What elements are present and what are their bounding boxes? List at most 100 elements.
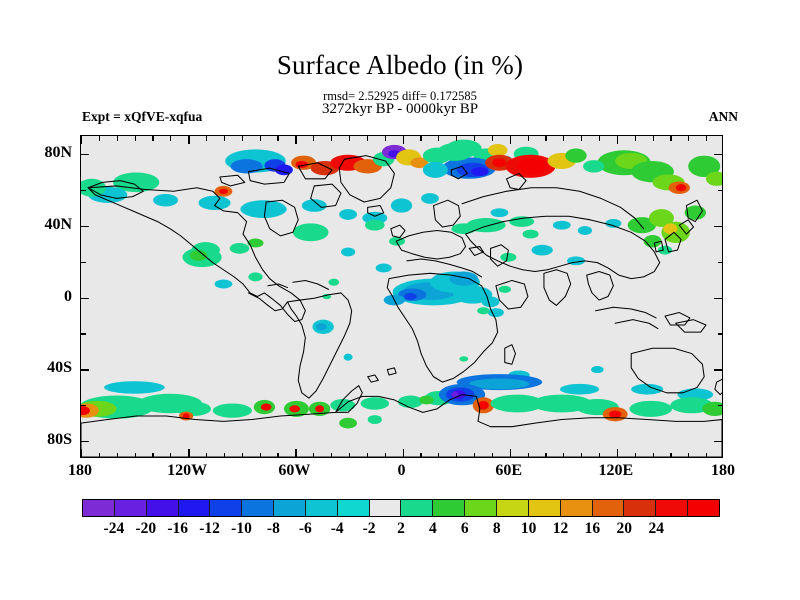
colorbar-segment (337, 500, 370, 516)
axis-tick (598, 136, 601, 141)
axis-tick (563, 136, 565, 141)
x-axis-label: 120W (167, 462, 208, 479)
colorbar-segment (210, 500, 243, 516)
axis-tick (259, 452, 261, 457)
axis-tick (670, 452, 672, 457)
colorbar-segment (146, 500, 179, 516)
axis-tick (634, 136, 636, 141)
x-axis-label: 0 (397, 462, 406, 479)
axis-tick (241, 452, 243, 457)
axis-tick (81, 369, 89, 371)
x-axis-label: 180 (68, 462, 92, 479)
colorbar-tick-label: 12 (552, 520, 569, 537)
colorbar-segment (83, 500, 115, 516)
colorbar-segment (401, 500, 434, 516)
axis-tick (652, 452, 654, 457)
y-axis-label: 80N (44, 143, 72, 161)
colorbar-tick-label: -8 (266, 520, 280, 537)
colorbar-segment (592, 500, 625, 516)
experiment-label: Expt = xQfVE-xqfua (82, 109, 203, 124)
colorbar-tick-label: -10 (231, 520, 252, 537)
axis-tick (717, 189, 722, 192)
colorbar-tick-label: 6 (460, 520, 469, 537)
axis-tick (277, 136, 279, 141)
axis-tick (714, 225, 722, 228)
colorbar-segments (82, 499, 720, 517)
axis-tick (717, 333, 722, 335)
colorbar-segment (305, 500, 338, 516)
axis-tick (81, 333, 86, 335)
axis-tick (98, 136, 101, 141)
axis-tick (81, 405, 86, 407)
axis-tick (348, 136, 351, 141)
colorbar-tick-label: -20 (135, 520, 157, 537)
axis-tick (688, 136, 690, 141)
axis-tick (116, 136, 118, 141)
axis-tick (473, 136, 476, 141)
colorbar-tick-label: 20 (616, 520, 633, 537)
y-axis-label: 80S (47, 431, 72, 449)
colorbar-segment (656, 500, 689, 516)
axis-tick (81, 153, 89, 156)
axis-tick (598, 452, 601, 457)
axis-tick (81, 261, 86, 263)
map-plot-area (80, 135, 723, 458)
axis-tick (509, 449, 512, 457)
axis-tick (152, 452, 154, 457)
colorbar-tick-label: 10 (520, 520, 537, 537)
axis-tick (706, 452, 708, 457)
colorbar-segment (560, 500, 593, 516)
axis-tick (295, 136, 297, 144)
axis-tick (366, 136, 368, 141)
colorbar-tick-label: -12 (199, 520, 220, 537)
axis-tick (188, 449, 190, 457)
axis-tick (670, 136, 672, 141)
colorbar-tick-label: 8 (492, 520, 501, 537)
axis-tick (366, 452, 368, 457)
axis-tick (384, 136, 386, 141)
world-map-svg (81, 136, 722, 457)
colorbar-segment (242, 500, 275, 516)
axis-tick (527, 452, 529, 457)
axis-tick (563, 452, 565, 457)
page-title: Surface Albedo (in %) (276, 50, 524, 80)
axis-tick (714, 297, 722, 299)
axis-tick (581, 452, 583, 457)
colorbar-tick-label: -16 (167, 520, 189, 537)
axis-tick (81, 189, 86, 192)
axis-tick (616, 449, 619, 457)
colorbar-segment (528, 500, 561, 516)
axis-tick (81, 225, 89, 228)
axis-tick (438, 136, 440, 141)
axis-tick (688, 452, 690, 457)
axis-tick (717, 261, 722, 263)
season-label: ANN (708, 109, 738, 124)
axis-tick (652, 136, 654, 141)
axis-tick (402, 449, 404, 457)
colorbar-segment (178, 500, 211, 516)
colorbar-tick-label: 4 (429, 520, 437, 537)
axis-tick (402, 136, 404, 144)
axis-tick (206, 136, 208, 141)
axis-tick (456, 452, 458, 457)
axis-tick (331, 452, 333, 457)
axis-tick (527, 136, 529, 141)
axis-tick (331, 136, 333, 141)
axis-tick (241, 136, 243, 141)
axis-tick (491, 452, 493, 457)
axis-tick (438, 452, 440, 457)
axis-tick (581, 136, 583, 141)
axis-tick (116, 452, 118, 457)
axis-tick (313, 452, 315, 457)
colorbar-segment (433, 500, 466, 516)
y-axis-label: 40N (44, 215, 72, 233)
axis-tick (706, 136, 708, 141)
colorbar-segment (624, 500, 657, 516)
colorbar-tick-label: 2 (397, 520, 405, 537)
axis-tick (313, 136, 315, 141)
x-axis-label: 60E (495, 462, 522, 479)
x-axis-label: 180 (711, 462, 735, 479)
period-subtitle: 3272kyr BP - 0000kyr BP (321, 101, 479, 117)
axis-tick (714, 441, 722, 443)
axis-tick (81, 136, 83, 144)
